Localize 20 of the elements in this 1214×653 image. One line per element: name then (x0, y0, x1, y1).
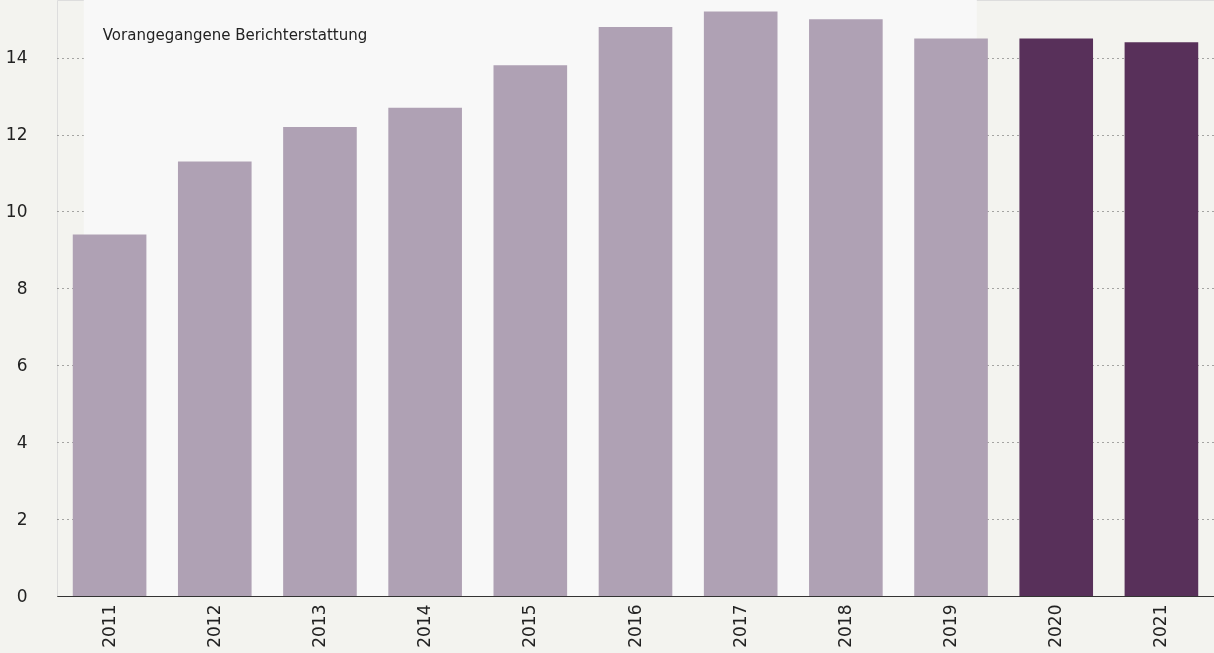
x-tick-label: 2014 (414, 604, 435, 648)
y-tick-label: 0 (16, 585, 28, 606)
y-tick-label: 2 (16, 508, 28, 529)
band-label: Vorangegangene Berichterstattung (102, 26, 368, 44)
x-tick-label: 2013 (308, 604, 329, 648)
x-tick-label: 2020 (1045, 604, 1066, 648)
x-tick-label: 2015 (519, 604, 540, 648)
x-tick-label: 2018 (834, 604, 855, 648)
y-tick-label: 10 (5, 200, 28, 221)
y-tick-label: 6 (16, 354, 28, 375)
x-tick-label: 2017 (729, 604, 750, 648)
y-tick-label: 4 (16, 431, 28, 452)
x-tick-label: 2011 (98, 604, 119, 648)
y-tick-label: 14 (5, 47, 28, 68)
y-tick-label: 8 (16, 277, 28, 298)
x-tick-label: 2012 (203, 604, 224, 648)
x-tick-label: 2016 (624, 604, 645, 648)
x-tick-label: 2019 (940, 604, 961, 648)
x-tick-label: 2021 (1150, 604, 1171, 648)
y-tick-label: 12 (5, 124, 28, 145)
